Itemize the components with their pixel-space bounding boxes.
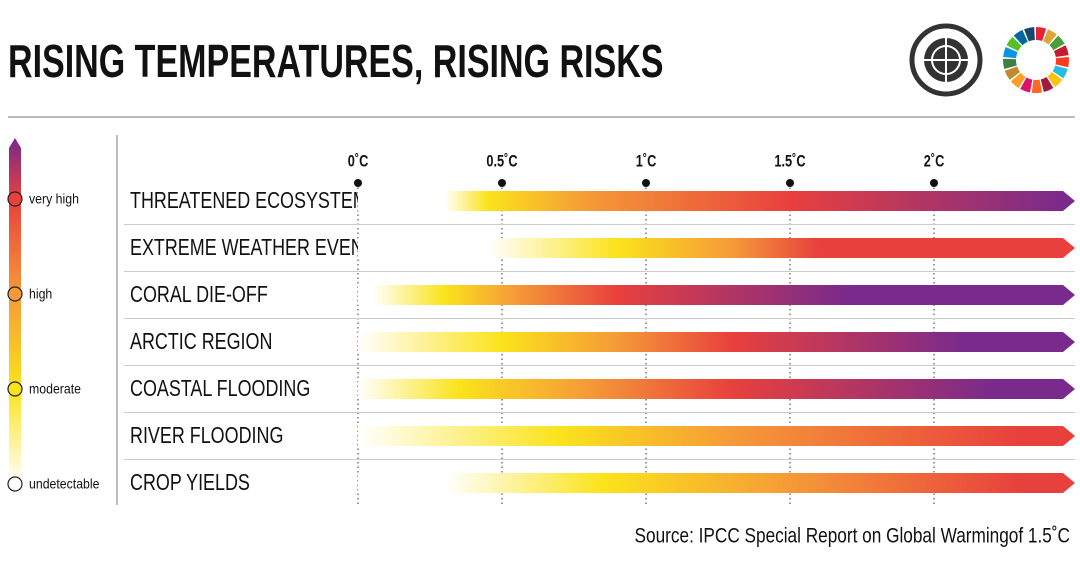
row-label-group: THREATENED ECOSYSTEMS bbox=[130, 188, 380, 214]
source: Source: IPCC Special Report on Global Wa… bbox=[635, 525, 1071, 548]
title-group: RISING TEMPERATURES, RISING RISKS bbox=[8, 35, 663, 87]
x-tick-label-group: 0˚C bbox=[348, 152, 369, 171]
risk-bar bbox=[358, 379, 1075, 399]
risk-bar bbox=[358, 426, 1075, 446]
row-label: ARCTIC REGION bbox=[130, 329, 272, 355]
row-label: EXTREME WEATHER EVENTS bbox=[130, 235, 387, 261]
row-label-group: CORAL DIE-OFF bbox=[130, 282, 268, 308]
row-label-group: COASTAL FLOODING bbox=[130, 376, 310, 402]
legend-marker bbox=[7, 286, 23, 302]
x-tick-label-group: 2˚C bbox=[924, 152, 945, 171]
legend-label: undetectable bbox=[29, 476, 99, 492]
legend-marker bbox=[7, 381, 23, 397]
tick-mark bbox=[786, 179, 794, 187]
row-label-group: ARCTIC REGION bbox=[130, 329, 272, 355]
un-logo bbox=[909, 23, 983, 97]
x-tick-label: 1˚C bbox=[636, 152, 657, 171]
row-label-group: RIVER FLOODING bbox=[130, 423, 283, 449]
row-label-group: EXTREME WEATHER EVENTS bbox=[130, 235, 387, 261]
legend-label-group: undetectable bbox=[29, 476, 99, 492]
risk-bar bbox=[358, 191, 1075, 211]
tick-mark bbox=[498, 179, 506, 187]
source-group: Source: IPCC Special Report on Global Wa… bbox=[635, 525, 1071, 548]
legend-label: moderate bbox=[29, 381, 81, 397]
tick-mark bbox=[354, 179, 362, 187]
legend-marker bbox=[7, 476, 23, 492]
x-tick-label-group: 0.5˚C bbox=[486, 152, 517, 171]
legend-label-group: very high bbox=[29, 191, 79, 207]
legend-bar bbox=[9, 138, 21, 484]
risk-bar bbox=[358, 332, 1075, 352]
risk-bar bbox=[358, 238, 1075, 258]
row-label: THREATENED ECOSYSTEMS bbox=[130, 188, 380, 214]
row-label-group: CROP YIELDS bbox=[130, 470, 250, 496]
tick-mark bbox=[642, 179, 650, 187]
x-tick-label: 0.5˚C bbox=[486, 152, 517, 171]
x-tick-label: 1.5˚C bbox=[774, 152, 805, 171]
row-label: RIVER FLOODING bbox=[130, 423, 283, 449]
x-tick-label-group: 1˚C bbox=[636, 152, 657, 171]
risk-bar bbox=[358, 473, 1075, 493]
tick-mark bbox=[930, 179, 938, 187]
row-label: CORAL DIE-OFF bbox=[130, 282, 268, 308]
row-label: COASTAL FLOODING bbox=[130, 376, 310, 402]
row-label: CROP YIELDS bbox=[130, 470, 250, 496]
legend-label: very high bbox=[29, 191, 79, 207]
x-tick-label-group: 1.5˚C bbox=[774, 152, 805, 171]
chart-title: RISING TEMPERATURES, RISING RISKS bbox=[8, 35, 663, 87]
legend-label-group: high bbox=[29, 286, 52, 302]
legend-label: high bbox=[29, 286, 52, 302]
sdg-logo bbox=[1003, 27, 1069, 93]
risk-bar bbox=[358, 285, 1075, 305]
x-tick-label: 2˚C bbox=[924, 152, 945, 171]
legend-marker bbox=[7, 191, 23, 207]
legend-label-group: moderate bbox=[29, 381, 81, 397]
x-tick-label: 0˚C bbox=[348, 152, 369, 171]
